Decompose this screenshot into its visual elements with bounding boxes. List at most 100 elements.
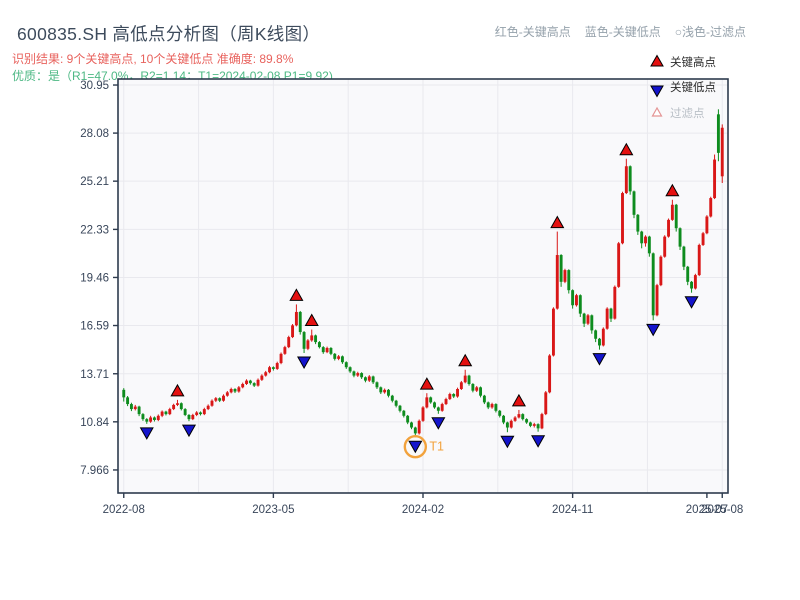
candle-up: [456, 388, 459, 397]
candle-down: [590, 315, 594, 331]
candle-down: [494, 404, 498, 411]
t1-circle: [403, 435, 428, 459]
legend-item-label: 过滤点: [670, 107, 705, 120]
candle-down: [571, 290, 575, 306]
candle-up: [459, 382, 463, 389]
x-tick-label: 2025-07: [686, 504, 728, 516]
legend-key-low-icon: [650, 85, 664, 98]
key-low-marker: [500, 435, 515, 449]
candle-up: [563, 270, 567, 282]
candle-up: [160, 411, 164, 416]
candle-up: [517, 414, 521, 418]
candle-up: [202, 409, 206, 415]
candle-up: [540, 414, 544, 429]
candle-up: [294, 311, 298, 326]
candle-down: [122, 389, 126, 398]
candle-down: [413, 427, 417, 434]
candle-down: [628, 166, 632, 192]
candle-up: [532, 424, 536, 426]
candle-down: [578, 295, 582, 314]
key-high-marker: [304, 313, 319, 327]
candle-up: [191, 414, 195, 420]
legend-key-high-icon: [650, 54, 664, 67]
candle-up: [670, 204, 674, 220]
candle-up: [149, 417, 153, 422]
candle-down: [482, 395, 486, 403]
candle-down: [394, 400, 398, 406]
candle-up: [693, 275, 697, 289]
candle-up: [475, 387, 479, 391]
y-tick-label: 25.21: [80, 176, 109, 188]
candle-down: [187, 414, 191, 420]
candle-down: [647, 236, 651, 254]
candle-up: [605, 308, 609, 329]
candle-down: [129, 404, 133, 410]
candle-down: [594, 330, 598, 339]
x-tick-label: 2025-08: [701, 504, 743, 516]
candle-up: [172, 404, 176, 410]
candle-down: [486, 402, 490, 408]
candle-down: [340, 356, 344, 363]
candle-up: [705, 216, 709, 234]
candle-down: [690, 281, 694, 289]
candle-up: [720, 127, 724, 177]
candle-down: [402, 410, 406, 416]
legend-item-label: 关键高点: [670, 55, 716, 69]
candle-up: [195, 412, 199, 415]
key-low-marker: [531, 435, 546, 448]
candle-down: [479, 387, 482, 396]
candle-down: [429, 397, 433, 403]
candle-up: [325, 347, 329, 353]
candle-down: [678, 228, 682, 247]
candle-down: [467, 375, 471, 384]
candle-up: [225, 392, 229, 396]
key-low-marker: [408, 440, 423, 454]
candle-down: [525, 419, 529, 423]
candle-up: [310, 335, 314, 341]
key-high-marker: [511, 393, 526, 407]
candle-up: [548, 355, 552, 393]
candle-down: [183, 409, 187, 415]
candle-up: [644, 236, 647, 244]
candle-up: [440, 404, 444, 411]
header-legend-filter: ○浅色-过滤点: [674, 25, 746, 39]
candle-down: [364, 377, 367, 381]
candle-down: [682, 246, 686, 267]
candle-up: [245, 380, 248, 384]
candle-up: [613, 286, 617, 319]
candle-down: [126, 397, 130, 405]
key-low-marker: [646, 323, 661, 337]
candle-down: [502, 415, 506, 423]
y-tick-label: 19.46: [80, 272, 109, 284]
candle-up: [421, 407, 425, 421]
candle-up: [586, 315, 590, 324]
candle-up: [268, 367, 271, 373]
candle-up: [655, 285, 659, 316]
candle-up: [210, 400, 214, 406]
candle-down: [348, 367, 352, 372]
candle-down: [471, 383, 475, 391]
key-low-marker: [139, 427, 154, 440]
y-tick-label: 22.33: [80, 224, 109, 236]
candle-up: [260, 375, 264, 380]
key-high-marker: [665, 183, 680, 197]
candle-up: [275, 363, 279, 369]
candle-up: [156, 415, 160, 420]
key-low-marker: [592, 353, 607, 366]
page-title: 600835.SH 高低点分析图（周K线图）: [17, 24, 321, 44]
candle-up: [601, 328, 605, 346]
candle-up: [237, 387, 241, 392]
candle-down: [582, 313, 586, 324]
candle-up: [337, 356, 341, 359]
candle-up: [291, 325, 295, 338]
candle-down: [314, 335, 318, 343]
legend-filter-icon: [651, 106, 663, 117]
candle-down: [387, 389, 390, 396]
candle-up: [544, 392, 548, 415]
header-legend: 红色-关键高点 蓝色-关键低点 ○浅色-过滤点: [495, 23, 746, 40]
key-low-marker: [181, 424, 197, 438]
legend-item-label: 关键低点: [670, 80, 716, 94]
candle-down: [674, 204, 678, 229]
y-tick-label: 28.08: [80, 128, 109, 140]
